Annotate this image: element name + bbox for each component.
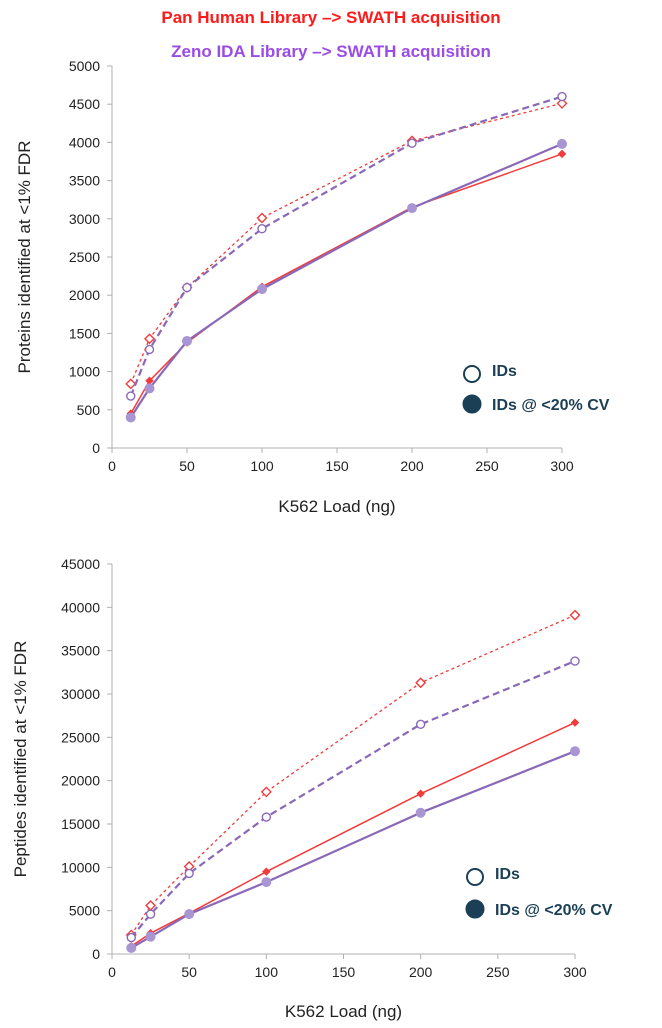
x-axis-label: K562 Load (ng)	[285, 1002, 402, 1021]
data-point-zeno_ida-ids	[182, 282, 192, 293]
data-point-zeno_ida-ids	[261, 812, 272, 822]
data-point-zeno_ida-ids-cv	[261, 877, 272, 888]
x-tick-label: 100	[250, 458, 274, 474]
data-point-zeno_ida-ids	[184, 868, 194, 879]
data-point-zeno_ida-ids	[145, 909, 156, 919]
data-point-pan_human-ids-cv	[570, 718, 580, 727]
chart-peptides: 0 5000 10000 15000 20000 25000 30000 35000 40000…	[11, 556, 613, 1021]
x-tick-label: 200	[400, 458, 424, 474]
series-line-zeno_ida-ids-cv	[129, 142, 563, 418]
x-tick-label: 250	[486, 964, 510, 980]
data-point-zeno_ida-ids-cv	[557, 138, 567, 149]
chart-title-zeno-ida: Zeno IDA Library –> SWATH acquisition	[171, 42, 491, 61]
data-point-zeno_ida-ids-cv	[125, 412, 136, 423]
x-tick-label: 100	[255, 964, 279, 980]
x-tick-label: 150	[332, 964, 356, 980]
data-point-pan_human-ids-cv	[416, 789, 425, 798]
data-point-pan_human-ids	[556, 97, 568, 109]
y-tick-label: 0	[92, 946, 100, 962]
data-point-zeno_ida-ids	[144, 344, 155, 355]
data-point-pan_human-ids-cv	[557, 149, 567, 159]
data-point-zeno_ida-ids-cv	[407, 203, 417, 214]
y-tick-label: 5000	[69, 58, 100, 74]
legend-open-circle-icon	[463, 365, 481, 383]
chart-proteins: 0500100015002000250030003500400045005000…	[15, 58, 610, 516]
data-point-pan_human-ids	[256, 212, 268, 224]
data-point-zeno_ida-ids	[257, 224, 267, 234]
x-tick-label: 0	[108, 964, 116, 980]
chart-title-pan-human: Pan Human Library –> SWATH acquisition	[161, 8, 501, 27]
data-point-zeno_ida-ids	[570, 656, 580, 666]
x-axis-label: K562 Load (ng)	[278, 497, 395, 516]
x-tick-label: 250	[475, 458, 499, 474]
y-tick-label: 3000	[69, 211, 100, 227]
y-tick-label: 4500	[69, 96, 100, 112]
data-point-zeno_ida-ids	[557, 91, 567, 102]
x-tick-label: 150	[325, 458, 349, 474]
y-tick-label: 1500	[69, 325, 100, 341]
y-tick-label: 15000	[61, 816, 100, 832]
data-point-zeno_ida-ids	[415, 719, 426, 730]
data-point-pan_human-ids	[145, 899, 157, 911]
y-tick-label: 4000	[69, 134, 100, 150]
y-tick-label: 0	[92, 440, 100, 456]
data-point-pan_human-ids	[125, 378, 137, 390]
y-tick-label: 30000	[61, 686, 100, 702]
data-point-zeno_ida-ids-cv	[570, 746, 580, 757]
x-tick-label: 0	[108, 458, 116, 474]
y-tick-label: 1000	[69, 364, 100, 380]
data-point-pan_human-ids-cv	[262, 867, 271, 876]
legend-ids-cv-label: IDs @ <20% CV	[495, 902, 613, 919]
data-point-pan_human-ids	[569, 609, 581, 621]
series-line-zeno_ida-ids	[130, 660, 576, 939]
y-tick-label: 45000	[61, 556, 100, 572]
data-point-zeno_ida-ids-cv	[145, 931, 156, 942]
y-axis-label: Proteins identified at <1% FDR	[15, 141, 34, 374]
data-point-pan_human-ids	[144, 333, 155, 345]
legend-filled-circle-icon	[465, 899, 485, 919]
y-tick-label: 5000	[69, 903, 100, 919]
data-point-zeno_ida-ids-cv	[182, 336, 192, 347]
x-tick-label: 200	[409, 964, 433, 980]
legend-ids-label: IDs	[492, 363, 517, 380]
x-tick-label: 50	[179, 458, 195, 474]
x-tick-label: 300	[563, 964, 587, 980]
data-point-zeno_ida-ids-cv	[415, 807, 426, 818]
y-tick-label: 3500	[69, 173, 100, 189]
y-tick-label: 2500	[69, 249, 100, 265]
series-line-pan_human-ids	[130, 102, 563, 385]
y-tick-label: 35000	[61, 643, 100, 659]
series-line-pan_human-ids	[130, 614, 576, 936]
y-axis-label: Peptides identified at <1% FDR	[11, 641, 30, 878]
data-point-zeno_ida-ids-cv	[126, 942, 137, 953]
legend-open-circle-icon	[466, 868, 484, 886]
data-point-pan_human-ids	[260, 786, 272, 798]
x-tick-label: 300	[550, 458, 574, 474]
legend-ids-label: IDs	[495, 866, 520, 883]
data-point-zeno_ida-ids-cv	[144, 383, 155, 394]
legend-filled-circle-icon	[462, 394, 482, 414]
x-tick-label: 50	[181, 964, 197, 980]
series-line-zeno_ida-ids	[129, 95, 563, 397]
data-point-zeno_ida-ids	[126, 391, 136, 401]
y-tick-label: 500	[77, 402, 101, 418]
legend-ids-cv-label: IDs @ <20% CV	[492, 397, 610, 414]
y-tick-label: 10000	[61, 859, 100, 875]
data-point-zeno_ida-ids	[126, 932, 136, 943]
data-point-zeno_ida-ids-cv	[184, 909, 195, 920]
data-point-zeno_ida-ids-cv	[257, 284, 267, 295]
data-point-zeno_ida-ids	[407, 138, 417, 148]
y-tick-label: 2000	[69, 287, 100, 303]
y-tick-label: 20000	[61, 773, 100, 789]
data-point-pan_human-ids	[415, 677, 427, 689]
y-tick-label: 25000	[61, 729, 100, 745]
y-tick-label: 40000	[61, 599, 100, 615]
